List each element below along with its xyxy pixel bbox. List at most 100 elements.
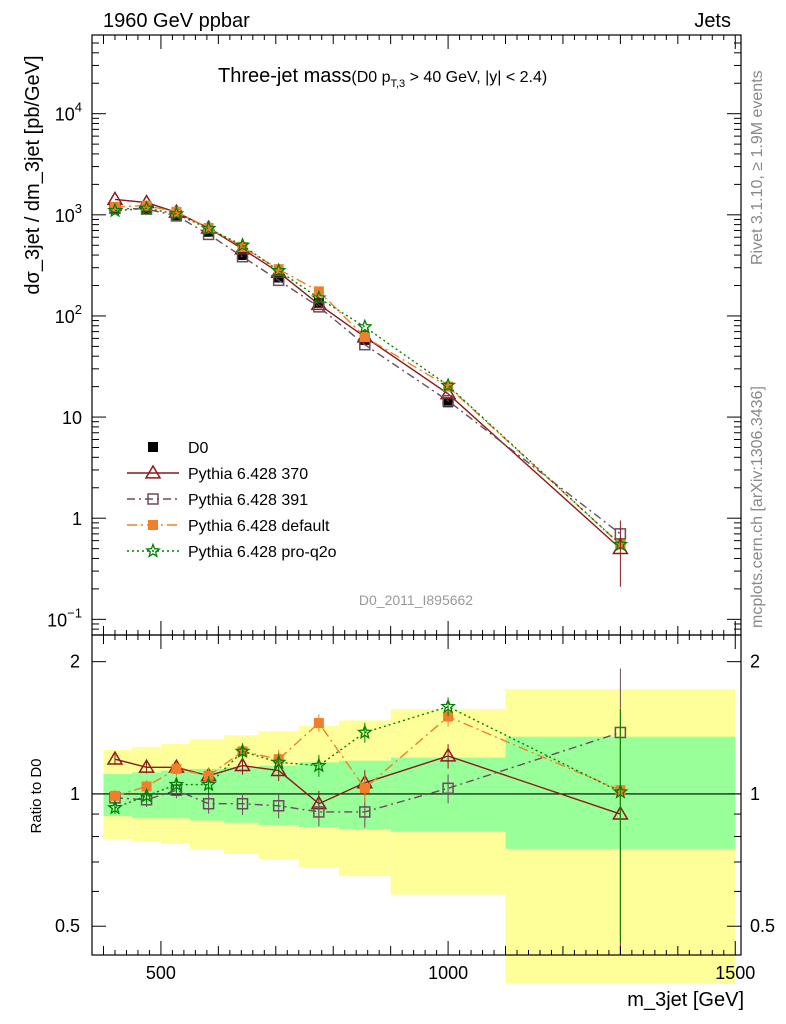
legend-marker [148, 442, 158, 452]
ratio-point [270, 754, 287, 770]
y-tick-label: 1 [72, 509, 82, 529]
series-point [237, 242, 248, 253]
series-point [234, 237, 251, 252]
chart-title-main: Three-jet mass [218, 65, 351, 87]
y-tick-label: 10 [62, 408, 82, 428]
data-point [443, 397, 454, 408]
y-tick-base: 10 [62, 408, 82, 428]
series-point [138, 200, 155, 216]
ratio-tick-label-right: 2 [750, 652, 760, 672]
series-point [443, 381, 454, 392]
legend-label: Pythia 6.428 391 [188, 492, 308, 509]
series-point [313, 301, 325, 313]
chart-title: Three-jet mass(D0 pT,3 > 40 GeV, |y| < 2… [218, 65, 547, 90]
y-tick-base: 10 [55, 206, 75, 226]
x-tick-label: 1500 [715, 963, 755, 983]
series-point [359, 331, 370, 342]
series-line [114, 204, 621, 546]
x-axis-label: m_3jet [GeV] [627, 989, 744, 1011]
ratio-point [107, 799, 123, 815]
chart-title-rest: > 40 GeV, |y| < 2.4) [405, 69, 547, 86]
series-line [114, 198, 621, 550]
series-point [439, 385, 457, 400]
ratio-series-line [114, 715, 621, 797]
ratio-point [272, 800, 285, 812]
legend-marker [144, 464, 162, 479]
series-point [107, 202, 123, 218]
y-tick-label: 104 [55, 100, 82, 125]
legend: D0 Pythia 6.428 370 Pythia 6.428 391 Pythia… [127, 440, 337, 561]
ratio-y-axis-label: Ratio to D0 [28, 758, 45, 833]
mcplots-label: mcplots.cern.ch [arXiv:1306.3436] [749, 386, 766, 628]
ratio-point [359, 783, 370, 794]
ratio-tick-label-left: 2 [70, 652, 80, 672]
y-tick-base: 1 [72, 509, 82, 529]
ratio-point [310, 757, 327, 773]
series-point [109, 201, 120, 212]
ratio-panel [92, 668, 741, 984]
chart-title-cut: (D0 p [351, 69, 390, 86]
chart-title-sub: T,3 [391, 78, 406, 90]
data-point [237, 250, 248, 261]
x-tick-label: 500 [146, 963, 176, 983]
ratio-series-line [114, 755, 621, 815]
ratio-tick-label-right: 1 [750, 784, 760, 804]
y-tick-base: 10 [55, 307, 75, 327]
series-line [114, 207, 621, 535]
series-point [356, 318, 373, 334]
legend-marker [148, 520, 158, 530]
y-tick-exponent: 2 [75, 302, 82, 317]
legend-marker [145, 542, 161, 558]
ratio-point [171, 763, 182, 774]
series-point [440, 377, 457, 393]
y-tick-base: 10 [55, 105, 75, 125]
ratio-band-inner [224, 767, 259, 823]
analysis-watermark: D0_2011_I895662 [359, 592, 473, 608]
rivet-version-label: Rivet 3.1.10, ≥ 1.9M events [749, 70, 766, 265]
ratio-point [442, 782, 454, 795]
y-axis-label: dσ_3jet / dm_3jet [pb/GeV] [22, 55, 44, 294]
series-point [270, 262, 287, 278]
ratio-point [439, 747, 457, 762]
ratio-point [313, 718, 324, 729]
series-point [442, 395, 454, 407]
y-tick-exponent: 3 [75, 201, 82, 216]
ratio-point [359, 806, 371, 818]
ratio-point [106, 750, 124, 765]
data-point [313, 297, 324, 308]
ratio-point [109, 790, 120, 801]
series-line [114, 207, 621, 546]
ratio-point [440, 698, 457, 714]
y-tick-base: 10 [47, 610, 67, 630]
ratio-series-line [114, 731, 621, 813]
series-point [272, 274, 285, 287]
y-tick-label: 103 [55, 201, 82, 226]
ratio-point [612, 783, 629, 799]
ratio-point [270, 762, 287, 777]
y-tick-exponent: 4 [75, 100, 82, 115]
ratio-point [200, 776, 217, 792]
legend-label: Pythia 6.428 370 [188, 466, 308, 483]
ratio-tick-label-left: 1 [70, 784, 80, 804]
ratio-frame [91, 634, 742, 956]
legend-marker [147, 493, 159, 505]
ratio-tick-label-left: 0.5 [55, 916, 80, 936]
series-point [168, 205, 185, 221]
series-point [310, 289, 327, 305]
ratio-point [168, 776, 185, 792]
ratio-point [234, 757, 251, 772]
ratio-point [236, 797, 249, 810]
ratio-point [138, 758, 155, 773]
main-panel [106, 190, 629, 587]
header-right: Jets [694, 10, 731, 32]
ratio-point [356, 724, 373, 740]
header-left: 1960 GeV ppbar [103, 10, 250, 32]
ratio-point [202, 797, 215, 810]
ratio-tick-label-right: 0.5 [750, 916, 775, 936]
y-tick-label: 102 [55, 302, 82, 327]
legend-label: Pythia 6.428 pro-q2o [188, 544, 337, 561]
ratio-point [313, 806, 325, 818]
legend-label: D0 [188, 440, 209, 457]
